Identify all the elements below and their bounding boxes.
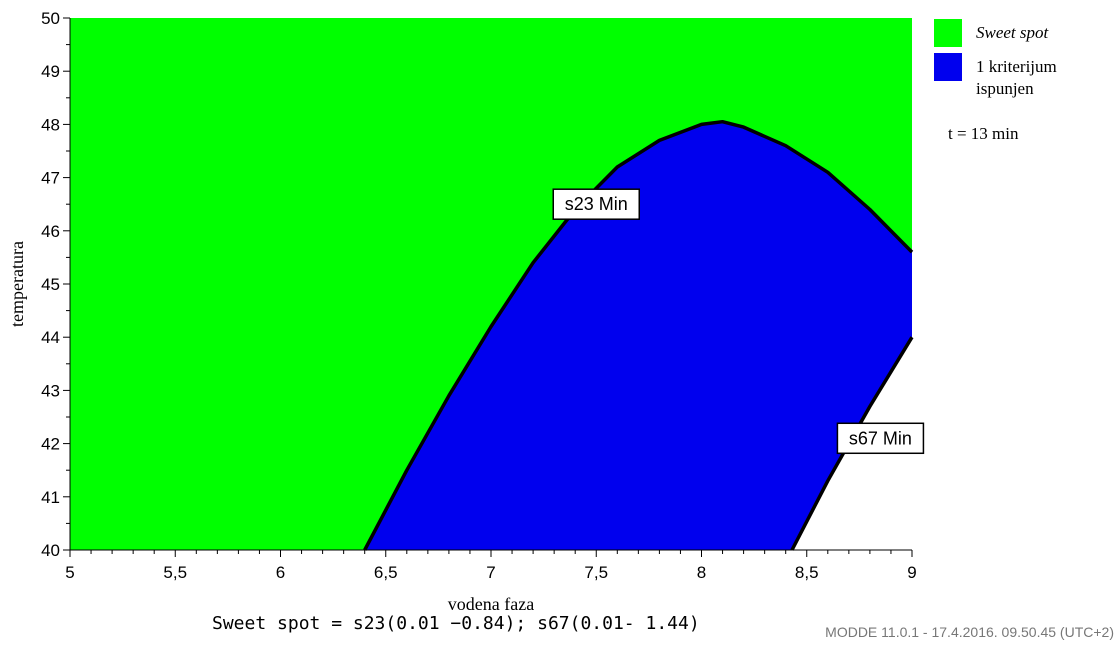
axes: 5 5,5 6 6,5 7 7,5 8 8,5 9 40 41 42 43 44 45 46 47 48 49 50 [41,9,917,582]
x-tick-label: 5,5 [163,563,187,582]
x-tick-label: 5 [65,563,74,582]
y-tick-label: 50 [41,9,60,28]
legend: Sweet spot 1 kriterijum ispunjen t = 13 … [934,19,1057,143]
y-tick-label: 41 [41,488,60,507]
y-tick-label: 40 [41,541,60,560]
y-tick-label: 42 [41,435,60,454]
time-label: t = 13 min [948,124,1019,143]
y-tick-label: 47 [41,169,60,188]
y-tick-label: 48 [41,115,60,134]
y-tick-label: 43 [41,381,60,400]
x-tick-label: 7,5 [584,563,608,582]
y-tick-label: 44 [41,328,60,347]
annotations: s23 Min s67 Min [552,188,925,455]
y-tick-label: 46 [41,222,60,241]
annotation-s67-min: s67 Min [836,422,925,455]
x-tick-label: 9 [907,563,916,582]
legend-label-one-criterion-line2: ispunjen [976,79,1034,98]
legend-label-sweet-spot: Sweet spot [976,23,1050,42]
annotation-box [552,188,640,220]
annotation-text: s67 Min [849,428,912,448]
y-tick-label: 45 [41,275,60,294]
y-tick-label: 49 [41,62,60,81]
x-axis-label: vodena faza [448,594,534,614]
x-tick-label: 7 [486,563,495,582]
legend-label-one-criterion-line1: 1 kriterijum [976,57,1057,76]
x-tick-label: 6,5 [374,563,398,582]
legend-swatch-sweet-spot [934,19,962,47]
region-one-criterion [364,121,912,550]
plot-area [70,18,914,551]
boundary-s23-min [363,119,914,551]
annotation-s23-min: s23 Min [552,188,640,220]
annotation-box [836,422,925,455]
footer-version-stamp: MODDE 11.0.1 - 17.4.2016. 09.50.45 (UTC+… [825,624,1114,640]
x-tick-label: 6 [276,563,285,582]
x-tick-label: 8,5 [795,563,819,582]
legend-swatch-one-criterion [934,53,962,81]
annotation-text: s23 Min [565,194,628,214]
y-axis-label: temperatura [7,241,27,327]
sweet-spot-formula: Sweet spot = s23(0.01 −0.84); s67(0.01- … [212,613,700,634]
x-tick-label: 8 [697,563,706,582]
